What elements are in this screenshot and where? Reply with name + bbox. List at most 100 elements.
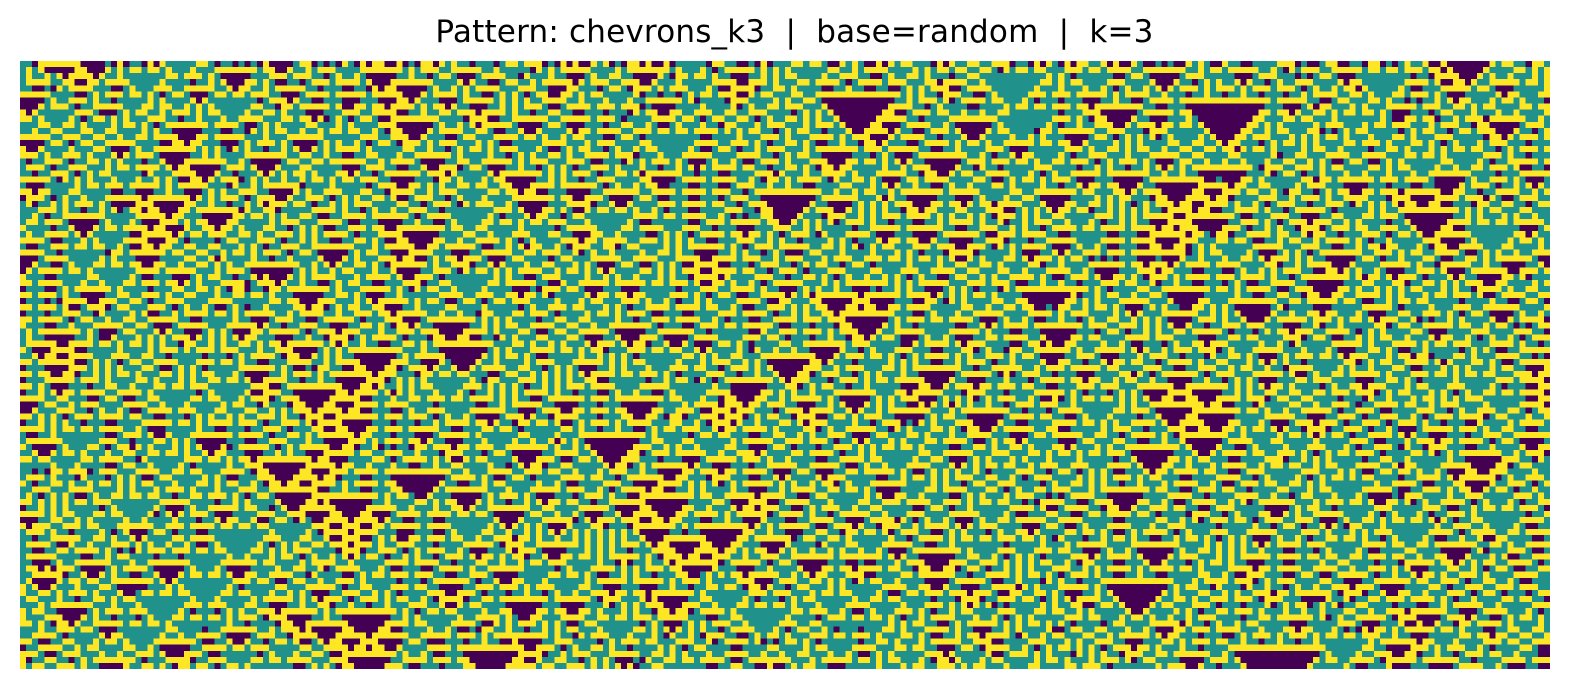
heatmap-cell [718, 146, 725, 153]
heatmap-cell [912, 152, 919, 159]
heatmap-cell [1058, 170, 1065, 177]
heatmap-cell [1398, 164, 1405, 171]
heatmap-cell [250, 164, 258, 171]
heatmap-cell [906, 103, 913, 111]
heatmap-cell [1052, 73, 1059, 80]
heatmap-cell [681, 170, 689, 177]
heatmap-cell [1537, 127, 1545, 135]
heatmap-cell [1100, 97, 1108, 104]
heatmap-cell [366, 176, 373, 183]
heatmap-cell [26, 170, 33, 177]
heatmap-cell [68, 158, 76, 165]
heatmap-cell [1234, 67, 1241, 74]
heatmap-cell [590, 61, 598, 68]
heatmap-cell [32, 109, 39, 117]
heatmap-cell [202, 140, 209, 147]
heatmap-cell [505, 115, 513, 123]
heatmap-cell [1367, 164, 1375, 171]
heatmap-cell [1489, 140, 1496, 147]
heatmap-cell [1033, 91, 1041, 98]
heatmap-cell [1337, 121, 1344, 129]
heatmap-cell [1027, 97, 1035, 104]
heatmap-cell [1543, 140, 1550, 147]
heatmap-cell [1295, 152, 1302, 159]
heatmap-cell [135, 115, 142, 123]
heatmap-cell [948, 140, 956, 147]
heatmap-cell [517, 109, 525, 117]
heatmap-cell [1112, 115, 1120, 123]
heatmap-cell [111, 164, 118, 171]
heatmap-cell [1301, 79, 1308, 86]
heatmap-cell [523, 121, 531, 129]
heatmap-cell [38, 158, 45, 165]
heatmap-cell [20, 152, 27, 159]
heatmap-cell [384, 133, 391, 141]
heatmap-cell [821, 152, 828, 159]
heatmap-cell [311, 152, 318, 159]
heatmap-cell [809, 121, 816, 129]
heatmap-cell [1173, 97, 1181, 104]
heatmap-cell [1452, 170, 1460, 177]
heatmap-cell [1313, 140, 1320, 147]
heatmap-cell [590, 127, 598, 135]
heatmap-cell [50, 79, 57, 86]
heatmap-cell [1458, 164, 1466, 171]
heatmap-cell [1070, 164, 1077, 171]
heatmap-cell [1349, 73, 1357, 80]
heatmap-cell [936, 170, 944, 177]
heatmap-cell [1325, 158, 1332, 165]
heatmap-cell [712, 170, 719, 177]
heatmap-cell [1373, 121, 1381, 129]
heatmap-cell [159, 158, 167, 165]
heatmap-cell [445, 73, 452, 80]
heatmap-cell [1288, 146, 1296, 153]
heatmap-cell [1264, 79, 1272, 86]
heatmap-cell [1295, 79, 1302, 86]
heatmap-cell [882, 85, 889, 92]
heatmap-cell [1465, 67, 1472, 74]
heatmap-cell [378, 115, 385, 123]
heatmap-cell [505, 170, 513, 177]
heatmap-cell [1404, 133, 1411, 141]
heatmap-cell [62, 170, 69, 177]
heatmap-cell [202, 152, 209, 159]
heatmap-cell [1173, 158, 1181, 165]
heatmap-cell [1355, 85, 1363, 92]
heatmap-cell [1155, 103, 1162, 111]
heatmap-cell [778, 164, 786, 171]
heatmap-cell [1361, 97, 1369, 104]
heatmap-cell [621, 61, 628, 68]
heatmap-cell [1349, 79, 1357, 86]
heatmap-cell [341, 103, 349, 111]
heatmap-cell [238, 85, 246, 92]
heatmap-cell [202, 158, 209, 165]
heatmap-cell [232, 140, 239, 147]
heatmap-cell [1118, 103, 1126, 111]
heatmap-cell [924, 85, 932, 92]
heatmap-cell [244, 91, 252, 98]
heatmap-cell [712, 121, 719, 129]
heatmap-cell [457, 97, 464, 104]
heatmap-cell [967, 67, 974, 74]
heatmap-cell [1149, 170, 1156, 177]
heatmap-cell [1046, 73, 1053, 80]
heatmap-cell [1495, 115, 1502, 123]
heatmap-cell [687, 109, 695, 117]
heatmap-cell [408, 97, 416, 104]
heatmap-cell [1477, 73, 1484, 80]
heatmap-cell [724, 61, 731, 68]
heatmap-cell [147, 109, 154, 117]
heatmap-cell [408, 133, 416, 141]
heatmap-cell [1252, 176, 1259, 183]
heatmap-cell [997, 85, 1004, 92]
heatmap-cell [511, 73, 519, 80]
chart-title: Pattern: chevrons_k3 | base=random | k=3 [0, 14, 1589, 50]
heatmap-cell [1404, 127, 1411, 135]
heatmap-cell [1477, 140, 1484, 147]
heatmap-cell [948, 133, 956, 141]
heatmap-cell [445, 61, 452, 68]
heatmap-cell [74, 140, 82, 147]
heatmap-cell [384, 164, 391, 171]
heatmap-cell [857, 91, 865, 98]
heatmap-cell [1483, 79, 1490, 86]
